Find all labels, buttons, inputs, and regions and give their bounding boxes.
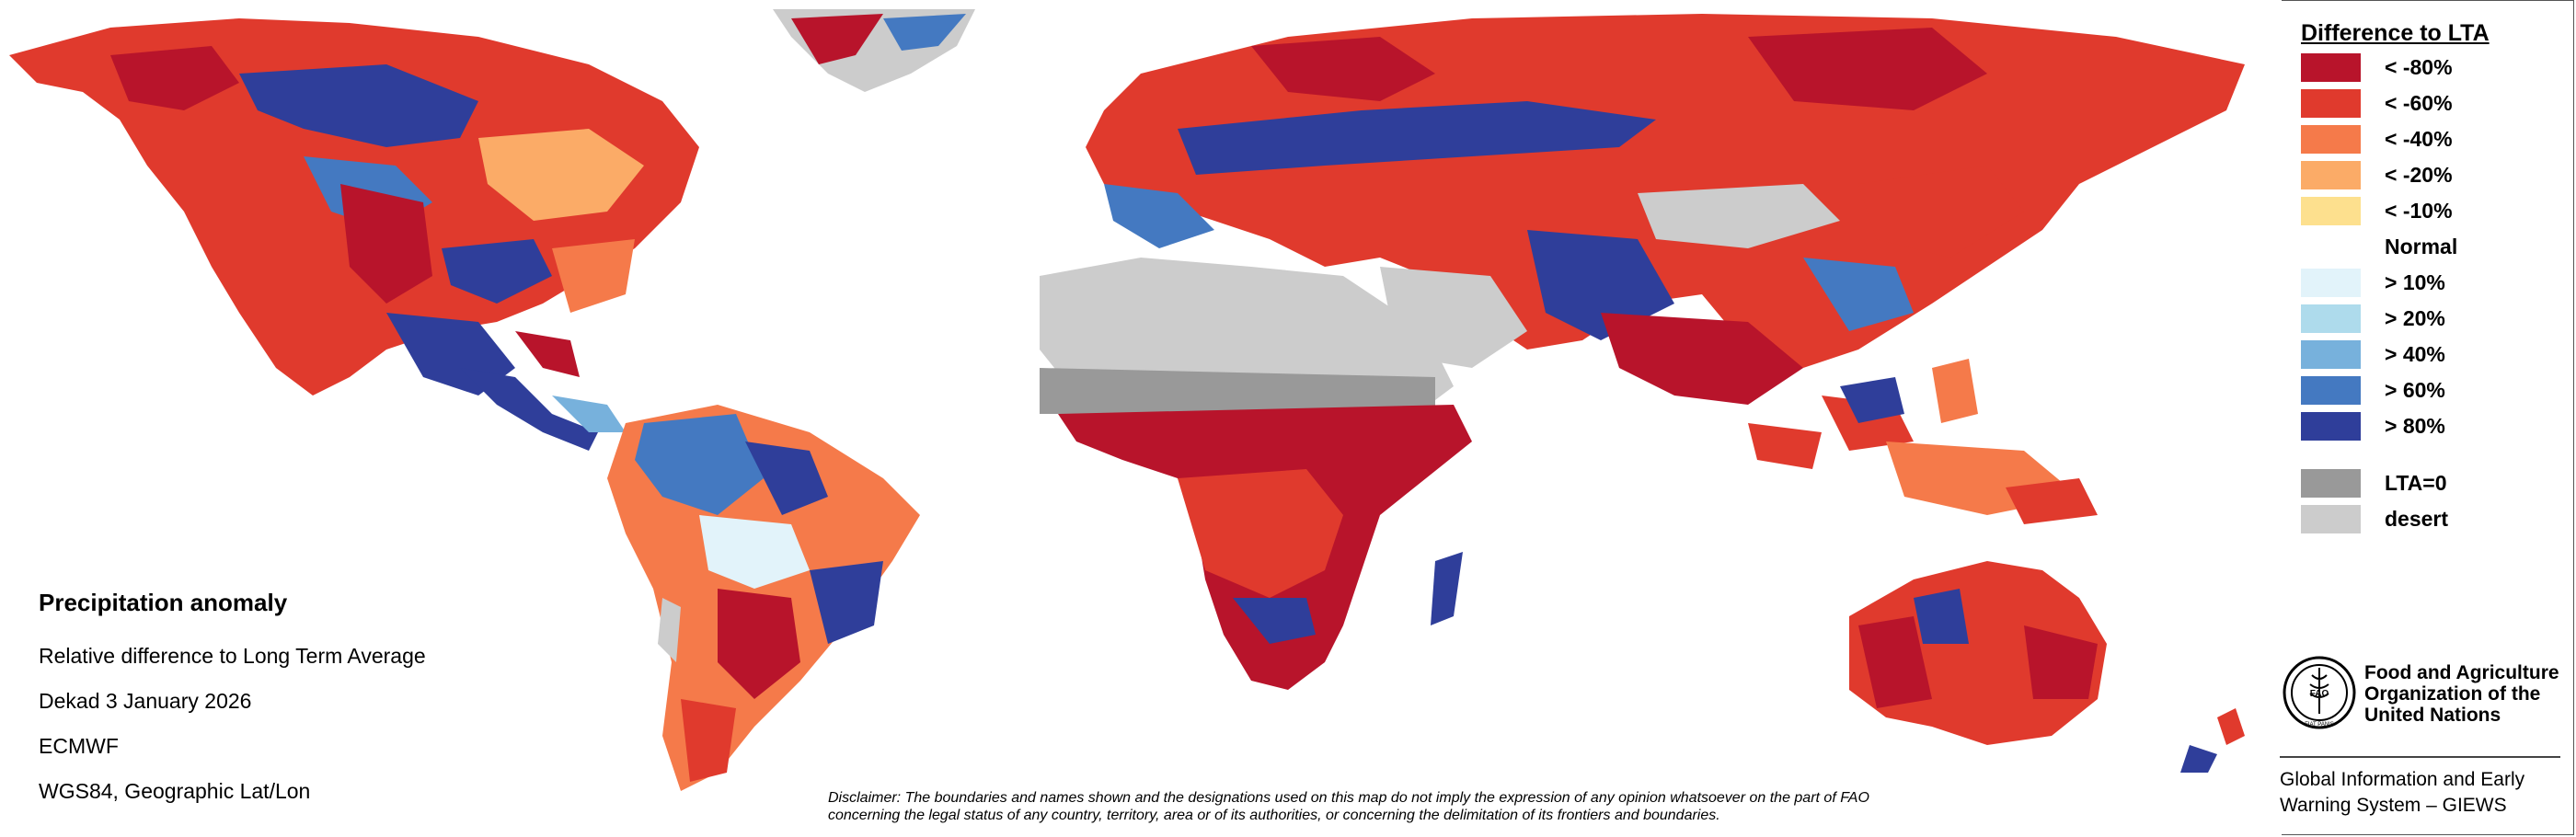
fao-name-line-3: United Nations xyxy=(2364,705,2501,726)
fao-logo-block: FAO FIAT PANIS Food and Agriculture Orga… xyxy=(2272,655,2567,830)
legend-label: Normal xyxy=(2385,235,2458,258)
legend-label: < -60% xyxy=(2385,91,2453,115)
central-america xyxy=(460,331,626,451)
legend-swatch xyxy=(2301,412,2361,441)
north-america xyxy=(9,18,699,396)
legend-label: < -80% xyxy=(2385,55,2453,79)
fao-name-line-1: Food and Agriculture xyxy=(2364,662,2559,683)
legend: Difference to LTA < -80% < -60% < -40% < -2… xyxy=(2282,9,2576,561)
legend-label: < -40% xyxy=(2385,127,2453,151)
legend-label: > 20% xyxy=(2385,306,2445,330)
legend-label: desert xyxy=(2385,507,2449,531)
legend-swatch xyxy=(2301,197,2361,225)
legend-label: > 40% xyxy=(2385,342,2445,366)
world-map xyxy=(9,9,2245,791)
legend-swatch xyxy=(2301,125,2361,154)
legend-swatch xyxy=(2301,469,2361,498)
giews-line-2: Warning System – GIEWS xyxy=(2280,795,2507,816)
map-source: ECMWF xyxy=(39,734,119,758)
fao-emblem-icon: FAO FIAT PANIS xyxy=(2283,656,2356,729)
legend-swatch xyxy=(2301,340,2361,369)
fao-name: Food and Agriculture Organization of the… xyxy=(2364,662,2559,726)
disclaimer-line-1: Disclaimer: The boundaries and names sho… xyxy=(828,790,1869,806)
giews-name: Global Information and Early Warning Sys… xyxy=(2280,767,2524,819)
legend-swatch xyxy=(2301,304,2361,333)
map-projection: WGS84, Geographic Lat/Lon xyxy=(39,779,311,803)
disclaimer: Disclaimer: The boundaries and names sho… xyxy=(828,789,2116,824)
arabian-peninsula xyxy=(1380,267,1527,368)
legend-label: > 80% xyxy=(2385,414,2445,438)
legend-swatch xyxy=(2301,505,2361,533)
south-america xyxy=(607,405,920,791)
fao-emblem-letters: FAO xyxy=(2310,689,2329,699)
legend-swatch xyxy=(2301,269,2361,297)
legend-swatch xyxy=(2301,161,2361,189)
disclaimer-line-2: concerning the legal status of any count… xyxy=(828,808,1720,823)
eurasia xyxy=(1086,14,2245,515)
legend-label: > 60% xyxy=(2385,378,2445,402)
legend-label: > 10% xyxy=(2385,270,2445,294)
fao-name-line-2: Organization of the xyxy=(2364,683,2541,705)
greenland xyxy=(773,9,975,92)
legend-label: < -10% xyxy=(2385,199,2453,223)
legend-label: < -20% xyxy=(2385,163,2453,187)
map-period: Dekad 3 January 2026 xyxy=(39,689,252,713)
legend-swatch xyxy=(2301,53,2361,82)
fao-emblem-motto: FIAT PANIS xyxy=(2305,722,2334,728)
legend-label: LTA=0 xyxy=(2385,471,2447,495)
map-title: Precipitation anomaly xyxy=(39,589,288,616)
legend-title: Difference to LTA xyxy=(2301,20,2490,46)
legend-swatch xyxy=(2301,376,2361,405)
legend-swatch xyxy=(2301,89,2361,118)
maritime-southeast-asia xyxy=(1748,359,2098,524)
giews-line-1: Global Information and Early xyxy=(2280,769,2525,790)
australia xyxy=(1849,561,2107,745)
fao-divider xyxy=(2280,756,2560,758)
new-zealand xyxy=(2180,708,2245,773)
map-subtitle: Relative difference to Long Term Average xyxy=(39,644,426,668)
africa xyxy=(1040,258,1472,690)
